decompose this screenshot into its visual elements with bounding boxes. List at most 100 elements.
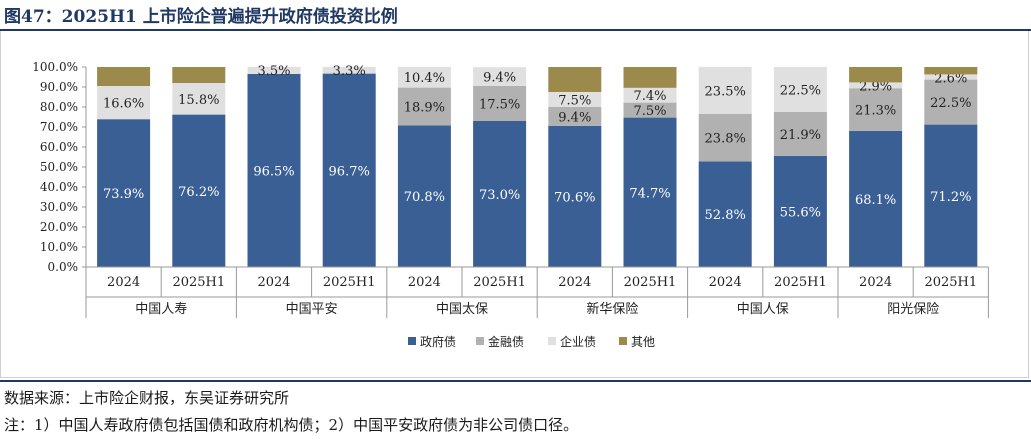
x-category-label: 2024 <box>709 275 742 290</box>
bar-segment <box>322 67 376 74</box>
y-tick-label: 10.0% <box>40 240 78 254</box>
y-tick-label: 20.0% <box>40 220 78 234</box>
bar-segment <box>698 66 752 114</box>
data-label: 71.2% <box>930 190 971 205</box>
x-category-label: 2025H1 <box>924 275 977 290</box>
legend-label: 其他 <box>631 335 655 349</box>
data-label: 73.0% <box>479 188 520 203</box>
x-category-label: 2024 <box>408 275 441 290</box>
y-tick-label: 0.0% <box>48 260 79 274</box>
x-category-label: 2025H1 <box>774 275 827 290</box>
footnote: 注：1）中国人寿政府债包括国债和政府机构债；2）中国平安政府债为非公司债口径。 <box>4 416 579 434</box>
bar-segment <box>849 130 903 267</box>
bar-segment <box>397 87 451 126</box>
bar-segment <box>97 119 151 267</box>
x-group-label: 阳光保险 <box>887 302 939 317</box>
y-tick-label: 40.0% <box>40 180 78 194</box>
bar-segment <box>623 87 677 103</box>
legend-label: 企业债 <box>560 334 596 349</box>
data-label: 21.9% <box>780 128 821 143</box>
bar-segment <box>623 117 677 267</box>
y-tick-label: 100.0% <box>32 60 78 74</box>
bar-segment <box>698 113 752 162</box>
x-category-label: 2025H1 <box>473 275 526 290</box>
stacked-bar-chart: 0.0% 10.0% 20.0% 30.0% 40.0% 50.0% 60.0% 70.0% 8… <box>32 60 989 349</box>
data-label: 3.3% <box>333 64 366 79</box>
data-label: 18.9% <box>404 101 445 116</box>
bar-segment <box>473 67 527 86</box>
legend-swatch <box>408 337 416 345</box>
bar-segment <box>849 67 903 83</box>
bar-segment <box>924 124 978 267</box>
data-label: 15.8% <box>178 93 219 108</box>
bar-segment <box>397 66 451 88</box>
data-label: 7.5% <box>558 94 591 109</box>
data-label: 2.9% <box>859 79 892 94</box>
x-category-label: 2024 <box>859 275 892 290</box>
data-label: 73.9% <box>103 187 144 202</box>
data-label: 2.6% <box>934 71 967 86</box>
bar-segment <box>322 73 376 267</box>
data-label: 7.5% <box>633 104 666 119</box>
x-category-label: 2024 <box>107 275 140 290</box>
bar-segment <box>773 155 827 267</box>
data-label: 22.5% <box>930 96 971 111</box>
bar-segment <box>473 86 527 121</box>
bar-segment <box>397 125 451 268</box>
x-group-label: 中国太保 <box>436 302 488 317</box>
data-label: 10.4% <box>404 71 445 86</box>
x-category-label: 2025H1 <box>624 275 677 290</box>
data-label: 9.4% <box>483 71 516 86</box>
bar-segment <box>172 67 226 83</box>
y-tick-label: 50.0% <box>40 160 78 174</box>
y-tick-label: 90.0% <box>40 80 78 94</box>
bar-segment <box>97 67 151 86</box>
data-label: 22.5% <box>780 84 821 99</box>
x-group-label: 中国平安 <box>286 302 338 317</box>
bar-segment <box>924 67 978 75</box>
data-label: 23.5% <box>705 84 746 99</box>
data-label: 16.6% <box>103 97 144 112</box>
data-label: 76.2% <box>178 185 219 200</box>
legend-swatch <box>476 337 484 345</box>
x-group-label: 新华保险 <box>586 301 638 317</box>
data-label: 70.8% <box>404 190 445 205</box>
data-label: 74.7% <box>629 186 670 201</box>
data-label: 9.4% <box>558 110 591 125</box>
bar-segment <box>172 83 226 115</box>
x-group-label: 中国人寿 <box>135 302 187 317</box>
bar-segment <box>773 67 827 112</box>
bar-segment <box>548 67 602 92</box>
data-label: 68.1% <box>855 193 896 208</box>
bar-segment <box>247 67 301 74</box>
data-label: 21.3% <box>855 104 896 119</box>
y-tick-label: 30.0% <box>40 200 78 214</box>
y-tick-label: 80.0% <box>40 100 78 114</box>
legend-swatch <box>619 337 627 345</box>
data-label: 55.6% <box>780 205 821 220</box>
x-category-label: 2024 <box>558 275 591 290</box>
bar-segment <box>623 67 677 88</box>
bar-segment <box>924 74 978 80</box>
bar-segment <box>172 114 226 267</box>
bar-segment <box>548 92 602 107</box>
bar-segment <box>849 82 903 89</box>
bar-segment <box>247 74 301 267</box>
bar-segment <box>97 86 151 120</box>
bar-segment <box>473 121 527 267</box>
title-rule <box>0 29 1031 31</box>
bar-segment <box>698 161 752 267</box>
x-category-label: 2024 <box>257 275 290 290</box>
data-label: 96.5% <box>253 165 294 180</box>
legend-label: 金融债 <box>488 334 524 349</box>
y-tick-label: 60.0% <box>40 140 78 154</box>
data-label: 17.5% <box>479 98 520 113</box>
data-label: 70.6% <box>554 190 595 205</box>
bottom-rule <box>0 380 1031 382</box>
y-tick-label: 70.0% <box>40 120 78 134</box>
bar-segment <box>773 112 827 156</box>
bar-segment <box>548 107 602 126</box>
x-category-label: 2025H1 <box>323 275 376 290</box>
legend-label: 政府债 <box>420 334 456 349</box>
data-label: 7.4% <box>633 89 666 104</box>
